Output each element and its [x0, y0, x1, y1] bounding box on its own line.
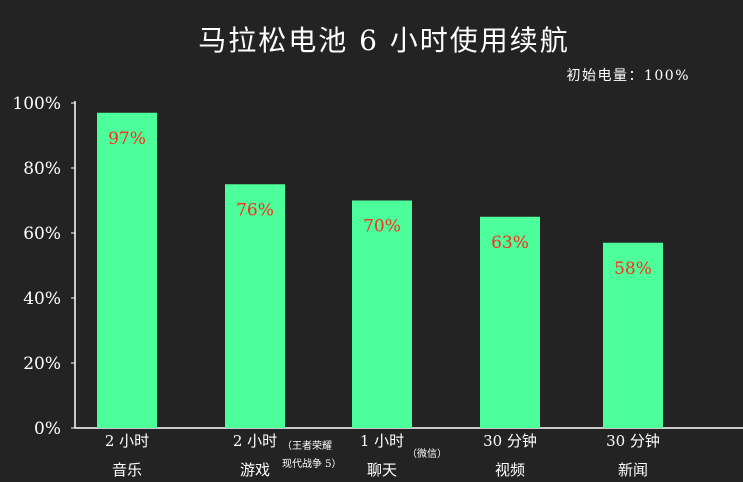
x-tick-label-duration: 2 小时: [105, 432, 149, 450]
bar: [225, 184, 285, 428]
axes: 0% 20% 40% 60% 80% 100%: [12, 94, 743, 439]
bar: [603, 242, 663, 428]
data-label: 70%: [363, 217, 401, 237]
y-tick-label: 80%: [23, 159, 61, 179]
x-tick-label-duration: 2 小时: [233, 432, 277, 450]
bars: [97, 112, 663, 428]
x-tick-note: （王者荣耀: [282, 440, 332, 452]
data-label: 58%: [614, 259, 652, 279]
data-label: 76%: [236, 200, 274, 220]
x-tick-label-activity: 视频: [495, 461, 525, 479]
bar: [480, 216, 540, 428]
bar: [97, 112, 157, 428]
x-tick-label-activity: 游戏: [240, 461, 270, 479]
x-tick-label-duration: 30 分钟: [606, 432, 660, 450]
y-tick-label: 40%: [23, 289, 61, 309]
x-tick-label-activity: 新闻: [618, 461, 648, 479]
x-tick-label-duration: 1 小时: [360, 432, 404, 450]
x-tick-label-activity: 聊天: [367, 461, 397, 479]
y-tick-label: 100%: [12, 94, 61, 114]
chart-title: 马拉松电池 6 小时使用续航: [198, 24, 570, 57]
bar: [352, 200, 412, 428]
data-label: 97%: [108, 129, 146, 149]
x-tick-note: 现代战争 5）: [282, 457, 342, 470]
x-tick-label-duration: 30 分钟: [483, 432, 537, 450]
data-label: 63%: [491, 233, 529, 253]
y-tick-label: 60%: [23, 224, 61, 244]
y-tick-label: 0%: [34, 419, 61, 439]
chart-subtitle: 初始电量：100%: [566, 67, 690, 84]
y-tick-label: 20%: [23, 354, 61, 374]
x-tick-label-activity: 音乐: [112, 461, 142, 479]
x-tick-note: （微信）: [407, 447, 447, 460]
